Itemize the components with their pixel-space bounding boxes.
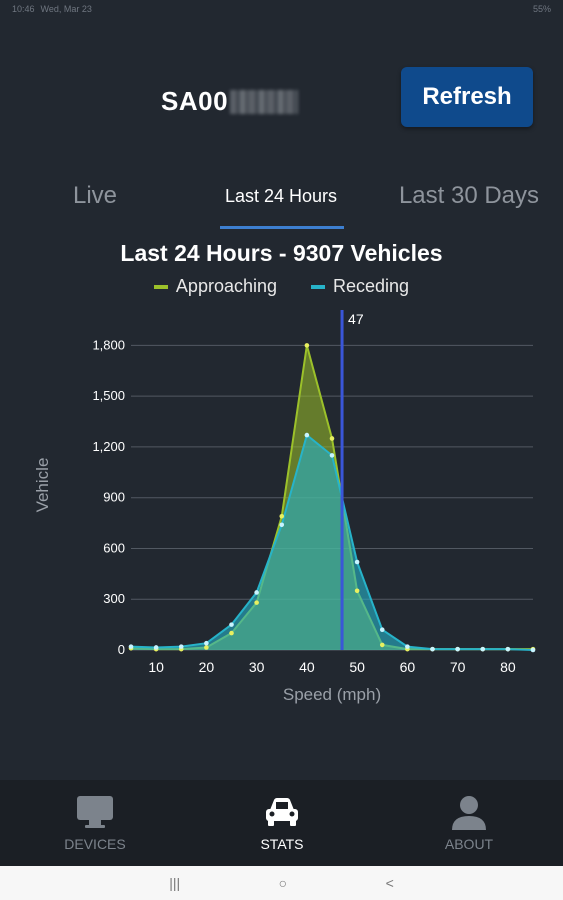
status-time: 10:46 <box>12 4 35 14</box>
data-point-receding <box>455 646 460 652</box>
data-point-approaching <box>354 588 360 594</box>
recents-button[interactable]: ||| <box>169 875 181 891</box>
status-bar: 10:46 Wed, Mar 23 55% <box>0 0 563 18</box>
device-id: SA00 <box>161 86 229 116</box>
status-date: Wed, Mar 23 <box>40 4 92 14</box>
data-point-approaching <box>204 645 209 650</box>
active-tab-indicator <box>220 226 344 229</box>
data-point-approaching <box>229 630 234 636</box>
data-point-receding <box>229 622 234 627</box>
data-point-receding <box>178 644 184 649</box>
y-tick-label: 1,200 <box>92 439 125 454</box>
back-button[interactable]: < <box>385 875 394 891</box>
x-tick-label: 80 <box>500 659 516 675</box>
y-tick-label: 0 <box>118 642 125 657</box>
legend-label-approaching: Approaching <box>175 276 277 296</box>
chart-title: Last 24 Hours - 9307 Vehicles <box>120 240 443 266</box>
legend-item-approaching[interactable]: Approaching <box>153 276 277 297</box>
x-tick-label: 20 <box>199 659 215 675</box>
data-point-receding <box>379 627 385 632</box>
series-area-receding <box>131 435 533 650</box>
data-point-receding <box>480 646 486 652</box>
data-point-approaching <box>254 600 259 605</box>
data-point-receding <box>304 432 310 438</box>
y-axis-label: Vehicle <box>33 458 52 513</box>
time-range-tabs: Live Last 24 Hours Last 30 Days <box>0 168 563 230</box>
data-point-approaching <box>279 514 285 519</box>
device-title: SA00 <box>161 86 299 117</box>
header: SA00 Refresh <box>0 56 563 146</box>
refresh-button[interactable]: Refresh <box>401 67 533 127</box>
data-point-receding <box>279 522 285 528</box>
data-point-approaching <box>329 436 335 441</box>
data-point-receding <box>128 644 134 649</box>
legend-swatch-receding <box>311 284 325 289</box>
data-point-receding <box>430 646 435 652</box>
data-point-approaching <box>379 642 385 648</box>
nav-about[interactable]: ABOUT <box>394 780 544 866</box>
x-tick-label: 30 <box>249 659 265 675</box>
y-tick-label: 1,500 <box>92 388 125 403</box>
x-tick-label: 60 <box>400 659 416 675</box>
data-point-receding <box>354 559 360 565</box>
nav-devices[interactable]: DEVICES <box>20 780 170 866</box>
status-battery: 55% <box>532 4 551 14</box>
x-tick-label: 10 <box>148 659 164 675</box>
bottom-nav: DEVICES STATS ABOUT <box>0 780 563 866</box>
y-tick-label: 900 <box>103 490 125 505</box>
car-icon <box>266 798 298 826</box>
x-tick-label: 70 <box>450 659 466 675</box>
data-point-receding <box>204 640 209 646</box>
y-tick-label: 300 <box>103 591 125 606</box>
data-point-approaching <box>304 343 310 348</box>
legend-label-receding: Receding <box>333 276 410 296</box>
chart-legend: Approaching Receding <box>0 276 563 297</box>
tab-last-24-hours[interactable]: Last 24 Hours <box>224 185 338 206</box>
data-point-receding <box>505 646 511 652</box>
data-point-receding <box>153 645 159 650</box>
legend-swatch-approaching <box>153 284 168 289</box>
data-point-receding <box>254 590 259 595</box>
nav-stats[interactable]: STATS <box>207 780 357 866</box>
speed-distribution-chart: 0 300 600 900 1,200 1,500 1,800 10 20 30 40 50 60 70 8… <box>33 310 536 704</box>
nav-about-label: ABOUT <box>444 836 494 852</box>
nav-stats-label: STATS <box>260 836 304 852</box>
x-tick-label: 40 <box>299 659 315 675</box>
data-point-receding <box>329 453 335 458</box>
tab-last-30-days[interactable]: Last 30 Days <box>398 182 540 209</box>
x-tick-label: 50 <box>349 659 365 675</box>
system-navigation-bar: ||| ○ < <box>0 866 563 900</box>
person-icon <box>452 796 486 830</box>
y-tick-label: 1,800 <box>92 337 125 352</box>
data-point-receding <box>405 644 410 649</box>
nav-devices-label: DEVICES <box>64 836 126 852</box>
data-point-receding <box>530 647 536 653</box>
tab-live[interactable]: Live <box>72 182 118 209</box>
y-tick-label: 600 <box>103 540 125 555</box>
x-axis-label: Speed (mph) <box>283 685 381 704</box>
redacted-device-suffix <box>230 89 299 114</box>
home-button[interactable]: ○ <box>278 875 288 891</box>
speed-marker-label: 47 <box>348 311 364 327</box>
monitor-icon <box>77 796 113 828</box>
legend-item-receding[interactable]: Receding <box>311 276 409 297</box>
